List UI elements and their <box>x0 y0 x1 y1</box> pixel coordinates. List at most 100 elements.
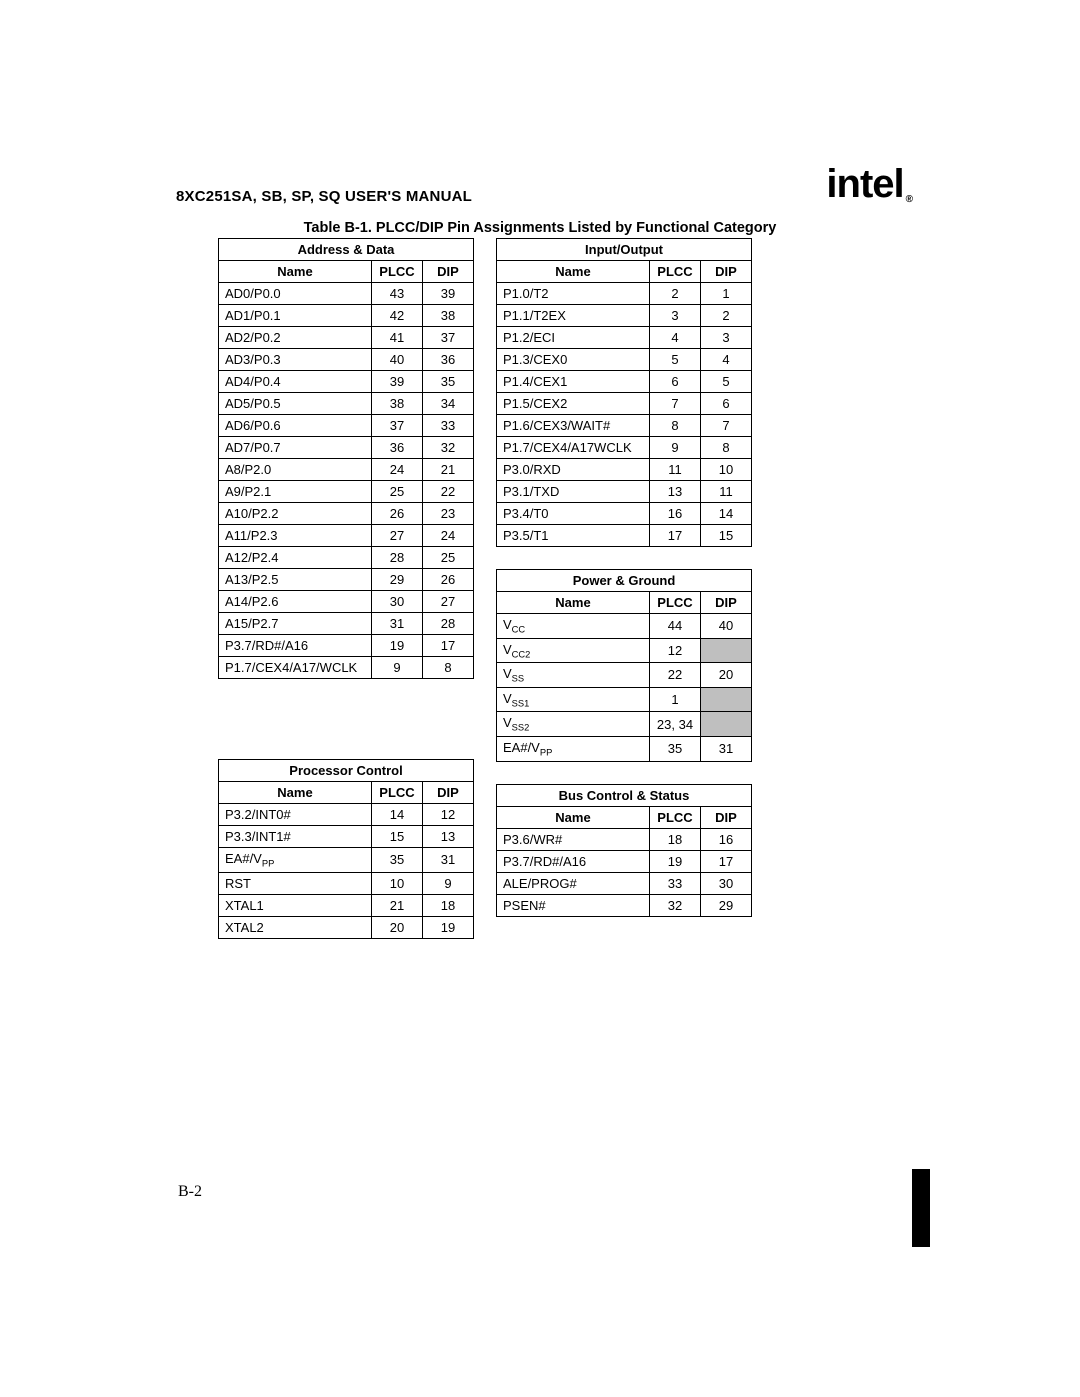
table-row: AD7/P0.73632 <box>219 437 474 459</box>
cell-dip: 7 <box>701 415 752 437</box>
table-row: AD5/P0.53834 <box>219 393 474 415</box>
cell-dip: 20 <box>701 663 752 688</box>
cell-dip: 29 <box>701 894 752 916</box>
cell-plcc: 16 <box>650 503 701 525</box>
cell-plcc: 17 <box>650 525 701 547</box>
cell-name: P3.6/WR# <box>497 828 650 850</box>
cell-dip: 5 <box>701 371 752 393</box>
col-name: Name <box>219 782 372 804</box>
col-dip: DIP <box>423 782 474 804</box>
table-row: AD6/P0.63733 <box>219 415 474 437</box>
cell-plcc: 14 <box>372 804 423 826</box>
cell-plcc: 11 <box>650 459 701 481</box>
table-row: AD2/P0.24137 <box>219 327 474 349</box>
cell-plcc: 19 <box>372 635 423 657</box>
cell-name: AD1/P0.1 <box>219 305 372 327</box>
cell-name: VSS <box>497 663 650 688</box>
cell-plcc: 41 <box>372 327 423 349</box>
cell-name: P3.0/RXD <box>497 459 650 481</box>
table-row: P1.6/CEX3/WAIT#87 <box>497 415 752 437</box>
cell-dip: 10 <box>701 459 752 481</box>
cell-dip: 22 <box>423 481 474 503</box>
table-row: XTAL12118 <box>219 894 474 916</box>
cell-name: XTAL2 <box>219 916 372 938</box>
cell-dip: 31 <box>423 848 474 873</box>
registered-mark: ® <box>906 194 912 205</box>
cell-plcc: 19 <box>650 850 701 872</box>
cell-name: P3.4/T0 <box>497 503 650 525</box>
logo-text: intel <box>826 162 903 206</box>
table-row: AD4/P0.43935 <box>219 371 474 393</box>
cell-plcc: 15 <box>372 826 423 848</box>
cell-dip <box>701 638 752 663</box>
cell-plcc: 43 <box>372 283 423 305</box>
cell-dip: 3 <box>701 327 752 349</box>
left-column: Address & Data Name PLCC DIP AD0/P0.0433… <box>218 238 474 939</box>
table-row: VCC212 <box>497 638 752 663</box>
cell-dip <box>701 687 752 712</box>
table-row: P1.7/CEX4/A17WCLK98 <box>497 437 752 459</box>
cell-dip: 37 <box>423 327 474 349</box>
cell-name: P1.6/CEX3/WAIT# <box>497 415 650 437</box>
cell-name: AD4/P0.4 <box>219 371 372 393</box>
cell-name: P1.2/ECI <box>497 327 650 349</box>
table-row: A9/P2.12522 <box>219 481 474 503</box>
table-row: ALE/PROG#3330 <box>497 872 752 894</box>
table-row: A13/P2.52926 <box>219 569 474 591</box>
cell-dip: 15 <box>701 525 752 547</box>
table-row: AD3/P0.34036 <box>219 349 474 371</box>
cell-dip: 2 <box>701 305 752 327</box>
cell-plcc: 4 <box>650 327 701 349</box>
cell-name: PSEN# <box>497 894 650 916</box>
cell-name: P3.5/T1 <box>497 525 650 547</box>
cell-plcc: 6 <box>650 371 701 393</box>
tables-area: Address & Data Name PLCC DIP AD0/P0.0433… <box>218 238 908 939</box>
cell-dip: 23 <box>423 503 474 525</box>
intel-logo: intel® <box>826 162 910 209</box>
cell-name: VCC2 <box>497 638 650 663</box>
spacer <box>218 701 474 737</box>
cell-plcc: 30 <box>372 591 423 613</box>
cell-plcc: 35 <box>650 736 701 761</box>
cell-dip: 8 <box>701 437 752 459</box>
cell-plcc: 40 <box>372 349 423 371</box>
cell-plcc: 12 <box>650 638 701 663</box>
cell-dip: 30 <box>701 872 752 894</box>
cell-dip: 32 <box>423 437 474 459</box>
cell-name: AD7/P0.7 <box>219 437 372 459</box>
cell-dip: 12 <box>423 804 474 826</box>
table-row: P3.4/T01614 <box>497 503 752 525</box>
col-plcc: PLCC <box>650 592 701 614</box>
table-row: A11/P2.32724 <box>219 525 474 547</box>
table-row: EA#/VPP3531 <box>497 736 752 761</box>
cell-plcc: 24 <box>372 459 423 481</box>
cell-plcc: 44 <box>650 614 701 639</box>
cell-name: ALE/PROG# <box>497 872 650 894</box>
col-name: Name <box>497 806 650 828</box>
cell-plcc: 18 <box>650 828 701 850</box>
table-row: RST109 <box>219 872 474 894</box>
cell-plcc: 29 <box>372 569 423 591</box>
table-title: Input/Output <box>497 239 752 261</box>
cell-dip: 35 <box>423 371 474 393</box>
cell-name: P3.7/RD#/A16 <box>497 850 650 872</box>
cell-name: A11/P2.3 <box>219 525 372 547</box>
table-row: P3.3/INT1#1513 <box>219 826 474 848</box>
cell-name: P1.1/T2EX <box>497 305 650 327</box>
cell-plcc: 39 <box>372 371 423 393</box>
cell-plcc: 20 <box>372 916 423 938</box>
page-header: 8XC251SA, SB, SP, SQ USER'S MANUAL intel… <box>176 158 910 205</box>
cell-dip: 39 <box>423 283 474 305</box>
cell-dip: 38 <box>423 305 474 327</box>
table-input-output: Input/Output Name PLCC DIP P1.0/T221P1.1… <box>496 238 752 547</box>
table-row: P1.1/T2EX32 <box>497 305 752 327</box>
table-row: P3.6/WR#1816 <box>497 828 752 850</box>
table-title: Power & Ground <box>497 570 752 592</box>
cell-name: A14/P2.6 <box>219 591 372 613</box>
cell-name: VSS2 <box>497 712 650 737</box>
cell-dip: 28 <box>423 613 474 635</box>
table-row: P1.5/CEX276 <box>497 393 752 415</box>
right-column: Input/Output Name PLCC DIP P1.0/T221P1.1… <box>496 238 752 939</box>
cell-dip: 40 <box>701 614 752 639</box>
table-row: P1.4/CEX165 <box>497 371 752 393</box>
